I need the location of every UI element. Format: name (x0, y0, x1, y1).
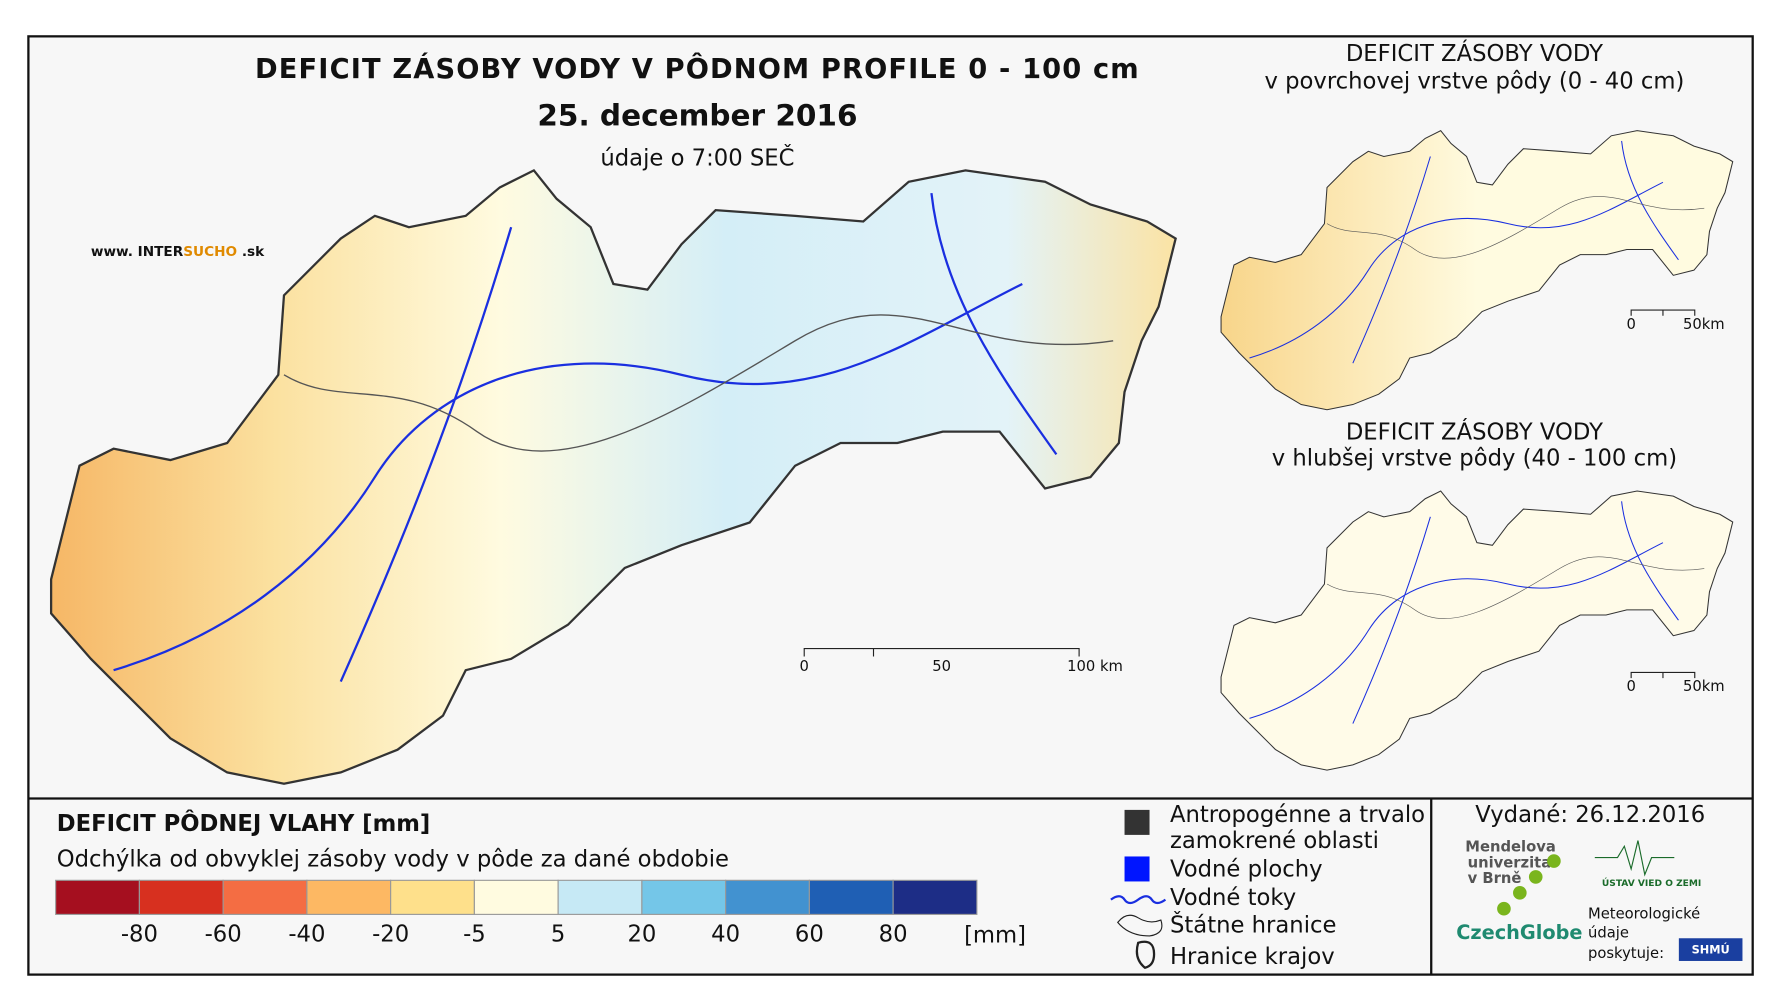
logo-part: www. INTER (91, 244, 184, 260)
scale-label: 50km (1683, 678, 1725, 695)
scale-tick: 60 (795, 921, 824, 947)
scale-tick: 80 (879, 921, 908, 947)
color-box (390, 879, 475, 915)
color-box (725, 879, 810, 915)
scale-tick: -5 (463, 921, 486, 947)
date: 25. december 2016 (537, 98, 857, 132)
symbol (1124, 856, 1150, 882)
color-box (138, 879, 224, 915)
symbol-label: Hranice krajov (1170, 944, 1335, 970)
partner: v Brně (1468, 870, 1522, 887)
inset-subtitle: v hlubšej vrstve pôdy (40 - 100 cm) (1272, 445, 1677, 471)
inset-subtitle: v povrchovej vrstve pôdy (0 - 40 cm) (1264, 68, 1684, 94)
symbol-label: zamokrené oblasti (1170, 828, 1379, 854)
symbol (1110, 895, 1167, 905)
scale-line (803, 648, 1080, 657)
color-box (306, 879, 392, 915)
symbol (1124, 809, 1150, 835)
scale-tick: -20 (372, 921, 409, 947)
scale-label: 50km (1683, 316, 1725, 333)
symbol (1135, 940, 1156, 970)
partner-logo (1678, 938, 1743, 961)
logo-part: .sk (237, 244, 265, 260)
scale-label: 100 km (1067, 658, 1123, 675)
scale-line (1630, 309, 1696, 316)
legend-unit: [mm] (964, 922, 1026, 948)
color-box (473, 879, 559, 915)
scale-tick: 20 (627, 921, 656, 947)
symbol (1116, 914, 1163, 937)
scale-tick: -40 (288, 921, 325, 947)
time: údaje o 7:00 SEČ (600, 144, 794, 172)
symbol-label: Antropogénne a trvalo (1170, 802, 1425, 828)
partner: SHMÚ (1692, 943, 1730, 957)
partner: údaje (1588, 925, 1629, 942)
issued: Vydané: 26.12.2016 (1475, 802, 1705, 828)
scale-tick: 40 (711, 921, 740, 947)
scale-tick: -80 (121, 921, 158, 947)
partner: ÚSTAV VIED O ZEMI (1602, 877, 1701, 889)
partner-dots (1497, 854, 1561, 916)
logo-part: SUCHO (183, 244, 237, 260)
symbol-label: Štátne hranice (1170, 910, 1336, 938)
inset-title: DEFICIT ZÁSOBY VODY (1346, 39, 1603, 67)
legend-title: DEFICIT PÔDNEJ VLAHY [mm] (57, 809, 430, 837)
logo: www. INTERSUCHO .sk (91, 244, 265, 260)
partner-logo (1594, 840, 1675, 877)
partner: univerzita (1468, 854, 1552, 871)
symbol-label: Vodné toky (1170, 885, 1296, 911)
scale-line (1630, 671, 1696, 679)
legend-subtitle: Odchýlka od obvyklej zásoby vody v pôde … (57, 846, 729, 872)
scale-label: 0 (1626, 678, 1635, 695)
color-scale: -80 -60 -40 -20 -5 5 20 40 60 80 (55, 879, 978, 947)
title: DEFICIT ZÁSOBY VODY V PÔDNOM PROFILE 0 -… (255, 53, 1140, 85)
inset-title: DEFICIT ZÁSOBY VODY (1346, 417, 1603, 445)
color-box (892, 879, 978, 915)
color-box (55, 879, 140, 915)
partner: CzechGlobe (1456, 921, 1582, 944)
color-box (222, 879, 308, 915)
scale-tick: 5 (551, 921, 565, 947)
color-box (808, 879, 894, 915)
partner: poskytuje: (1588, 945, 1664, 962)
color-box (557, 879, 643, 915)
scale-bar (803, 648, 1080, 657)
symbol-label: Vodné plochy (1170, 857, 1323, 883)
scale-label: 50 (932, 658, 951, 675)
color-box (641, 879, 727, 915)
scale-tick: -60 (205, 921, 242, 947)
scale-label: 0 (1626, 316, 1635, 333)
partner: Meteorologické (1588, 905, 1700, 922)
partner: Mendelova (1465, 838, 1556, 855)
scale-label: 0 (800, 658, 809, 675)
